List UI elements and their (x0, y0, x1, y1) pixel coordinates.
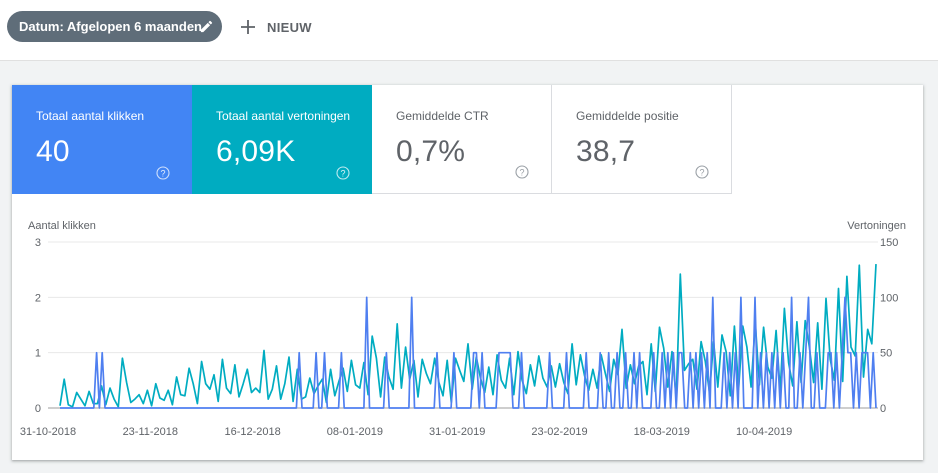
metric-label: Totaal aantal klikken (36, 109, 145, 123)
series-lines (59, 264, 877, 409)
clicks-series-line (60, 296, 877, 409)
x-tick-label: 10-04-2019 (736, 426, 792, 438)
right-tick-label: 150 (880, 237, 898, 249)
left-tick-label: 0 (35, 403, 41, 415)
impressions-series-line (59, 264, 877, 408)
left-axis-title: Aantal klikken (28, 220, 96, 232)
help-icon[interactable]: ? (336, 166, 350, 180)
x-tick-label: 23-02-2019 (531, 426, 587, 438)
metric-label: Gemiddelde CTR (396, 109, 489, 123)
metric-value: 6,09K (216, 135, 296, 168)
help-icon[interactable]: ? (695, 165, 709, 179)
new-filter-button[interactable]: NIEUW (240, 14, 312, 40)
x-tick-label: 31-10-2018 (20, 426, 76, 438)
date-filter-label: Datum: Afgelopen 6 maanden (19, 19, 202, 34)
x-tick-label: 16-12-2018 (224, 426, 280, 438)
left-tick-label: 2 (35, 292, 41, 304)
right-tick-label: 100 (880, 292, 898, 304)
svg-text:?: ? (340, 168, 345, 178)
x-tick-label: 23-11-2018 (123, 426, 178, 438)
metric-label: Totaal aantal vertoningen (216, 109, 351, 123)
svg-text:?: ? (160, 168, 165, 178)
metric-value: 40 (36, 135, 70, 168)
new-filter-label: NIEUW (267, 19, 312, 35)
x-tick-label: 18-03-2019 (634, 426, 690, 438)
pencil-icon[interactable] (199, 19, 214, 34)
x-tick-label: 31-01-2019 (429, 426, 485, 438)
svg-text:?: ? (519, 167, 524, 177)
metric-label: Gemiddelde positie (576, 109, 679, 123)
top-bar: Datum: Afgelopen 6 maanden NIEUW (0, 0, 938, 61)
performance-card: Totaal aantal klikken 40 ? Totaal aantal… (12, 85, 923, 460)
left-tick-label: 1 (35, 348, 41, 360)
metric-value: 0,7% (396, 135, 466, 168)
metric-average-position[interactable]: Gemiddelde positie 38,7 ? (552, 85, 732, 194)
left-tick-label: 3 (35, 237, 41, 249)
metric-total-impressions[interactable]: Totaal aantal vertoningen 6,09K ? (192, 85, 372, 194)
performance-chart: Aantal klikken Vertoningen 0 1 2 3 0 50 100 150… (20, 220, 906, 438)
help-icon[interactable]: ? (515, 165, 529, 179)
x-tick-label: 08-01-2019 (327, 426, 383, 438)
right-tick-label: 0 (880, 403, 886, 415)
plus-icon (241, 20, 255, 34)
help-icon[interactable]: ? (156, 166, 170, 180)
axis-ticks: 0 1 2 3 0 50 100 150 31-10-2018 23-11-2018 16-12-2… (20, 237, 899, 438)
svg-text:?: ? (699, 167, 704, 177)
right-tick-label: 50 (880, 348, 892, 360)
right-axis-title: Vertoningen (847, 220, 906, 232)
metric-total-clicks[interactable]: Totaal aantal klikken 40 ? (12, 85, 192, 194)
metric-average-ctr[interactable]: Gemiddelde CTR 0,7% ? (372, 85, 552, 194)
date-filter-chip[interactable]: Datum: Afgelopen 6 maanden (7, 11, 222, 42)
metric-value: 38,7 (576, 135, 636, 168)
